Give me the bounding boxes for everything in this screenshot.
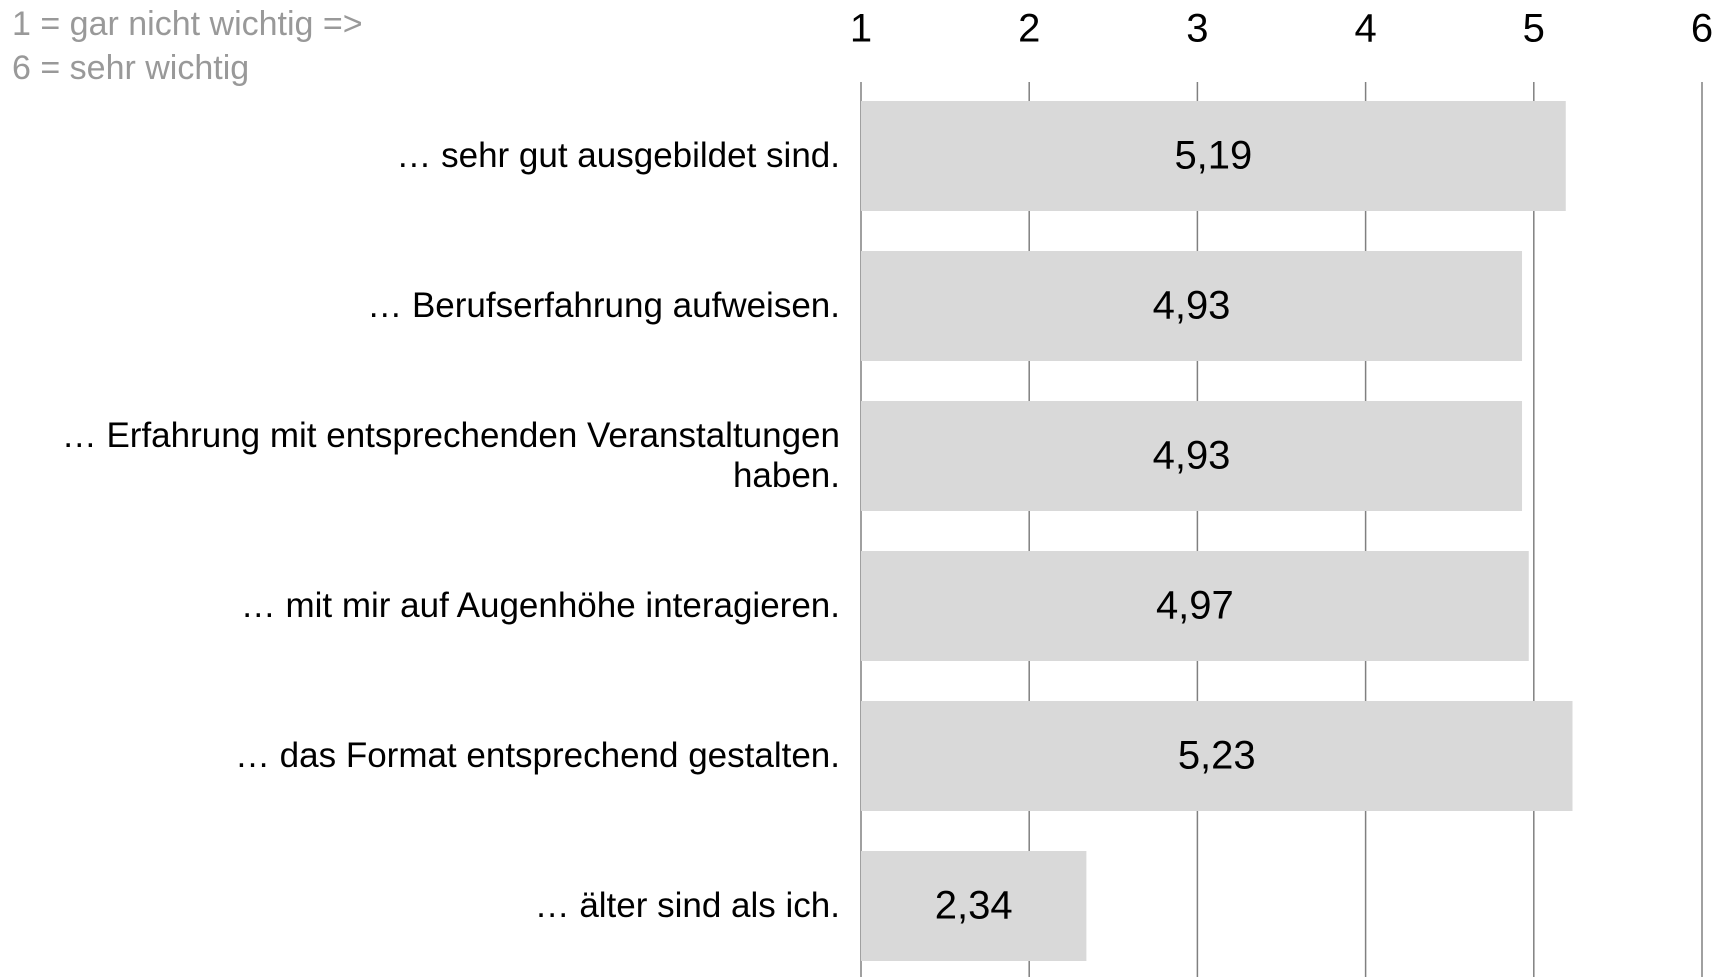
value-label: 4,97: [1156, 584, 1234, 628]
x-tick-label: 4: [1354, 7, 1376, 51]
bar: [861, 401, 1523, 511]
category-label: … Erfahrung mit entsprechenden Veranstal…: [61, 416, 840, 495]
value-label: 4,93: [1153, 434, 1231, 478]
x-tick-label: 5: [1523, 7, 1545, 51]
bar: [861, 101, 1566, 211]
value-label: 5,23: [1178, 734, 1256, 778]
value-label: 5,19: [1174, 134, 1252, 178]
category-label: … das Format entsprechend gestalten.: [234, 736, 840, 775]
x-tick-label: 2: [1018, 7, 1040, 51]
value-label: 4,93: [1153, 284, 1231, 328]
category-label: … älter sind als ich.: [534, 886, 840, 925]
bar: [861, 551, 1529, 661]
bar: [861, 851, 1087, 961]
category-label: … sehr gut ausgebildet sind.: [396, 136, 840, 175]
bar: [861, 251, 1523, 361]
category-label: … mit mir auf Augenhöhe interagieren.: [240, 586, 840, 625]
x-tick-label: 6: [1691, 7, 1713, 51]
x-tick-label: 1: [850, 7, 872, 51]
x-tick-label: 3: [1186, 7, 1208, 51]
value-label: 2,34: [935, 884, 1013, 928]
annotation: 1 = gar nicht wichtig =>: [12, 5, 363, 43]
category-label: … Berufserfahrung aufweisen.: [367, 286, 840, 325]
annotation: 6 = sehr wichtig: [12, 49, 250, 87]
bar: [861, 701, 1573, 811]
